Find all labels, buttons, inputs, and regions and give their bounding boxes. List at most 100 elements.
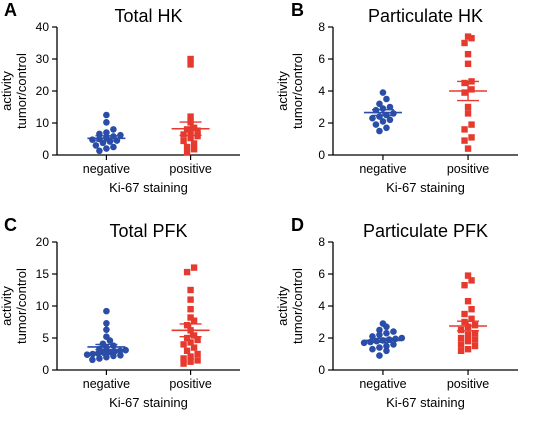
y-axis-label: activity tumor/control bbox=[275, 53, 305, 129]
y-axis-label-line: activity bbox=[275, 71, 290, 111]
data-point bbox=[187, 134, 194, 142]
series-positive bbox=[171, 264, 210, 367]
y-tick-label: 2 bbox=[318, 331, 325, 345]
y-tick-label: 0 bbox=[318, 363, 325, 377]
x-tick-label: positive bbox=[447, 377, 489, 391]
y-tick-label: 10 bbox=[36, 116, 50, 130]
x-axis-label: Ki-67 staining bbox=[109, 395, 188, 410]
data-point bbox=[461, 89, 468, 96]
x-axis-label: Ki-67 staining bbox=[386, 180, 465, 195]
y-tick-label: 0 bbox=[42, 148, 49, 162]
data-point bbox=[464, 272, 472, 279]
y-tick-label: 20 bbox=[36, 84, 50, 98]
chart-title: Particulate HK bbox=[368, 6, 483, 26]
data-point bbox=[369, 114, 376, 122]
data-point bbox=[190, 264, 198, 271]
data-point bbox=[464, 110, 472, 117]
chart-title: Total HK bbox=[114, 6, 182, 26]
panel-letter: B bbox=[291, 0, 304, 20]
data-point bbox=[464, 331, 472, 338]
y-tick-label: 30 bbox=[36, 52, 50, 66]
data-point bbox=[383, 342, 390, 350]
y-axis-label: activity tumor/control bbox=[0, 268, 29, 344]
series-negative bbox=[363, 89, 402, 135]
data-point bbox=[464, 145, 472, 152]
data-point bbox=[386, 103, 394, 111]
data-point bbox=[183, 347, 191, 354]
data-point bbox=[390, 328, 397, 335]
data-point bbox=[464, 103, 472, 111]
data-point bbox=[103, 319, 110, 327]
data-point bbox=[383, 124, 390, 132]
data-point bbox=[103, 145, 110, 152]
data-point bbox=[103, 307, 110, 315]
y-axis-label-line: tumor/control bbox=[290, 53, 305, 129]
x-tick-label: negative bbox=[359, 377, 406, 391]
y-tick-label: 6 bbox=[318, 267, 325, 281]
data-point bbox=[183, 322, 191, 329]
panel-b: B Particulate HK activity tumor/control 0 2 4 6… bbox=[275, 0, 518, 195]
data-point bbox=[187, 314, 194, 321]
data-point bbox=[461, 318, 468, 326]
data-point bbox=[464, 346, 472, 353]
data-point bbox=[468, 86, 475, 93]
data-point bbox=[383, 347, 390, 355]
data-point bbox=[94, 350, 102, 357]
data-point bbox=[183, 268, 191, 276]
data-point bbox=[89, 356, 96, 364]
data-point bbox=[110, 342, 117, 349]
data-point bbox=[468, 315, 475, 322]
data-point bbox=[92, 142, 100, 149]
series-positive bbox=[449, 33, 488, 152]
panel-a: A Total HK activity tumor/control 0 10 20 30 40 n… bbox=[0, 0, 240, 195]
data-point bbox=[376, 352, 383, 359]
data-point bbox=[183, 334, 191, 342]
data-point bbox=[468, 134, 475, 141]
data-point bbox=[464, 51, 472, 58]
data-point bbox=[187, 113, 194, 120]
panel-letter: A bbox=[4, 0, 17, 20]
y-tick-label: 4 bbox=[318, 299, 325, 313]
x-tick-label: positive bbox=[169, 162, 211, 176]
data-point bbox=[105, 348, 113, 356]
data-point bbox=[471, 336, 479, 343]
y-tick-label: 4 bbox=[318, 84, 325, 98]
data-point bbox=[89, 350, 96, 358]
panel-c: C Total PFK activity tumor/control 0 5 10 15 20 n… bbox=[0, 215, 240, 410]
data-point bbox=[383, 329, 390, 337]
series-positive bbox=[449, 272, 488, 354]
y-tick-label: 20 bbox=[36, 235, 50, 249]
data-point bbox=[376, 100, 383, 108]
data-point bbox=[379, 89, 387, 96]
data-point bbox=[187, 358, 194, 365]
y-axis-label: activity tumor/control bbox=[275, 268, 305, 344]
data-point bbox=[386, 116, 394, 124]
y-tick-label: 8 bbox=[318, 20, 325, 34]
data-point bbox=[468, 306, 475, 313]
chart-title: Particulate PFK bbox=[363, 221, 488, 241]
data-point bbox=[376, 331, 383, 339]
data-point bbox=[461, 126, 468, 133]
data-point bbox=[96, 355, 103, 362]
data-point bbox=[190, 317, 198, 324]
data-point bbox=[103, 111, 110, 119]
data-point bbox=[468, 277, 475, 284]
y-tick-label: 40 bbox=[36, 20, 50, 34]
x-tick-label: negative bbox=[359, 162, 406, 176]
data-point bbox=[103, 353, 110, 361]
data-point bbox=[461, 282, 468, 289]
panel-d: D Particulate PFK activity tumor/control 0 2 4… bbox=[275, 215, 518, 410]
data-point bbox=[372, 121, 380, 128]
y-axis-label: activity tumor/control bbox=[0, 53, 29, 129]
series-negative bbox=[360, 320, 406, 359]
data-point bbox=[190, 140, 198, 147]
x-tick-label: negative bbox=[83, 162, 130, 176]
data-point bbox=[194, 127, 201, 134]
data-point bbox=[376, 127, 383, 135]
data-point bbox=[194, 357, 201, 364]
data-point bbox=[379, 118, 387, 125]
data-point bbox=[180, 355, 187, 362]
data-point bbox=[180, 131, 187, 138]
data-point bbox=[457, 326, 465, 334]
y-tick-label: 10 bbox=[36, 299, 50, 313]
